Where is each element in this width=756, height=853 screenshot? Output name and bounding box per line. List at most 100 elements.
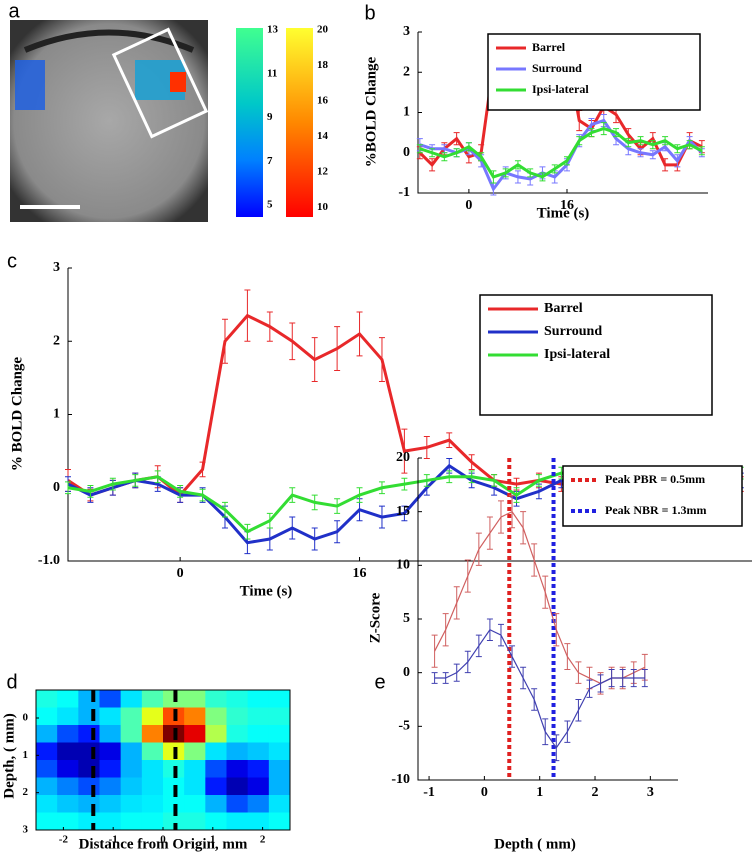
y-tick-label: 0 [53,480,60,495]
y-tick-label: 2 [53,333,60,348]
heat-cell [78,812,100,831]
heat-cell [120,725,143,743]
heat-cell [226,777,249,796]
colorbar [286,28,313,217]
colorbar-tick-label: 9 [267,111,273,123]
heat-cell [99,742,122,761]
panel-label: d [6,671,17,693]
y-tick-label: 1 [403,105,410,120]
heat-cell [226,812,249,831]
y-tick-label: 3 [403,24,410,39]
x-tick-label: -1 [423,785,435,800]
heat-cell [120,760,143,778]
heat-cell [36,812,58,831]
legend-label: Ipsi-lateral [532,82,589,96]
y-tick-label: -1 [398,185,410,200]
heat-cell [99,812,122,831]
y-tick-label: 20 [396,450,410,465]
heat-cell [184,725,206,743]
heat-cell [205,707,227,726]
series-line [419,118,703,192]
y-tick-label: -1.0 [38,553,60,568]
y-tick-label: 1 [53,407,60,422]
heat-cell [205,690,227,708]
heat-cell [78,795,100,813]
x-tick-label: 0 [481,785,488,800]
y-tick-label: 3 [53,260,60,275]
y-tick-label: 0 [403,145,410,160]
legend-label: Surround [544,324,602,339]
colorbar [236,28,263,217]
heat-cell [57,795,79,813]
x-tick-label: 16 [353,566,367,581]
heat-cell [120,690,143,708]
heat-cell [205,777,227,796]
heat-cell [226,742,249,761]
heat-cell [99,795,122,813]
y-tick-label: 15 [396,504,410,519]
legend-label: Peak PBR = 0.5mm [605,472,705,486]
heat-cell [247,742,270,761]
heat-cell [268,725,291,743]
x-tick-label: 2 [592,785,599,800]
legend-label: Surround [532,61,582,75]
heat-cell [247,777,270,796]
series-line [419,127,703,179]
heat-cell [99,690,122,708]
heat-cell [78,707,100,726]
panel-label: b [364,2,375,24]
colorbar-tick-label: 7 [267,155,273,167]
y-tick-label: 0 [403,665,410,680]
heat-cell [268,690,291,708]
heat-cell [120,777,143,796]
error-bar [641,668,648,688]
heat-cell [184,795,206,813]
y-tick-label: 1 [23,749,29,761]
heat-cell [247,707,270,726]
colorbar-tick-label: 18 [317,59,329,71]
activation [170,72,186,92]
heat-cell [57,760,79,778]
heat-cell [141,725,164,743]
y-tick-label: 2 [403,64,410,79]
x-tick-label: -1 [109,834,118,846]
heat-cell [141,760,164,778]
heat-cell [247,725,270,743]
legend-label: Ipsi-lateral [544,347,610,362]
heat-cell [57,725,79,743]
heat-cell [205,812,227,831]
panel-label: a [8,0,20,22]
heat-cell [205,742,227,761]
heat-cell [78,725,100,743]
heat-cell [57,742,79,761]
y-tick-label: 10 [396,558,410,573]
heat-cell [268,760,291,778]
heat-cell [226,707,249,726]
y-tick-label: 3 [23,824,29,836]
heat-cell [205,795,227,813]
x-tick-label: 3 [647,785,654,800]
legend-label: Barrel [544,301,583,316]
heat-cell [141,742,164,761]
heat-cell [268,795,291,813]
x-axis-label: Distance from Origin, mm [79,836,248,852]
heat-cell [78,690,100,708]
x-axis-label: Time (s) [537,205,590,221]
heat-cell [99,760,122,778]
heat-cell [184,690,206,708]
x-tick-label: 2 [260,834,266,846]
colorbar-tick-label: 11 [267,67,277,79]
colorbar-tick-label: 16 [317,94,329,106]
x-tick-label: 16 [560,198,574,213]
panel-label: e [374,671,385,693]
x-tick-label: 0 [177,566,184,581]
heat-cell [184,777,206,796]
heat-cell [247,690,270,708]
heat-cell [226,725,249,743]
x-tick-label: -2 [59,834,69,846]
heat-cell [120,795,143,813]
legend [487,33,701,111]
heat-cell [205,725,227,743]
heat-cell [36,742,58,761]
heat-cell [78,742,100,761]
